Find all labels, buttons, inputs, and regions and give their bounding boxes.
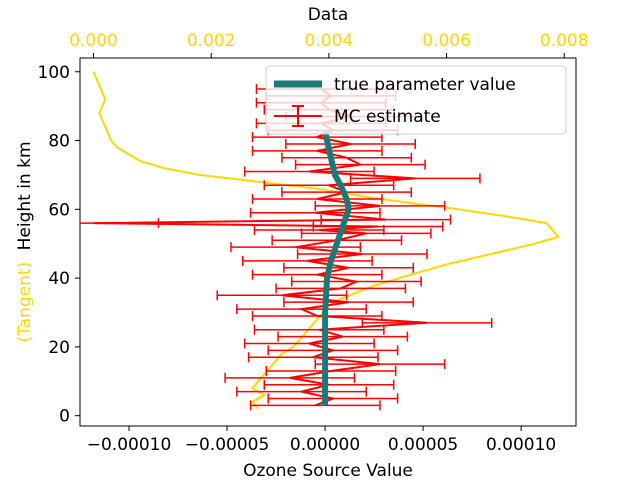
- y-tick-label: 80: [48, 132, 70, 152]
- top-tick-label: 0.002: [187, 31, 236, 51]
- y-tick-label: 20: [48, 338, 70, 358]
- top-tick-label: 0.004: [305, 31, 354, 51]
- x-tick-label: 0.00005: [388, 435, 458, 455]
- top-axis-title: Data: [308, 5, 349, 25]
- top-tick-label: 0.006: [422, 31, 471, 51]
- y-axis-title-main: Height in km: [15, 141, 35, 250]
- legend-box: [265, 65, 567, 135]
- legend: true parameter value MC estimate: [265, 65, 567, 135]
- top-tick-label: 0.000: [69, 31, 118, 51]
- axes-layer: −0.00010 −0.00005 0.00000 0.00005 0.00010 0.0…: [38, 31, 589, 455]
- x-tick-label: 0.00000: [290, 435, 360, 455]
- top-tick-label: 0.008: [540, 31, 589, 51]
- x-tick-label: −0.00010: [87, 435, 172, 455]
- y-axis-title: (Tangent) Height in km: [15, 141, 35, 342]
- x-axis-title: Ozone Source Value: [243, 461, 413, 480]
- y-tick-label: 0: [59, 407, 70, 427]
- x-tick-label: −0.00005: [185, 435, 270, 455]
- y-tick-label: 40: [48, 269, 70, 289]
- legend-mc-label: MC estimate: [334, 107, 441, 127]
- y-tick-label: 60: [48, 200, 70, 220]
- y-axis-title-prefix: (Tangent): [15, 262, 35, 343]
- data-series-line: [92, 71, 561, 410]
- y-tick-label: 100: [38, 63, 70, 83]
- x-tick-label: 0.00010: [486, 435, 556, 455]
- true-value-line: [322, 129, 352, 406]
- plot-area: [79, 57, 577, 427]
- legend-true-value-label: true parameter value: [334, 75, 516, 95]
- plot-frame: [79, 57, 577, 427]
